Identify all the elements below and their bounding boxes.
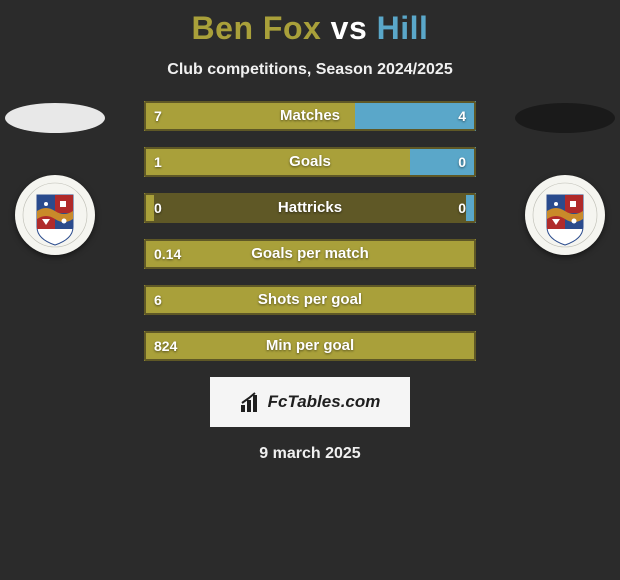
stat-bar-right-value: 0 [458, 147, 466, 177]
stat-bar-left-value: 0.14 [154, 239, 181, 269]
player1-ellipse [5, 103, 105, 133]
fctables-text: FcTables.com [268, 392, 381, 412]
stat-bar-right-value: 4 [458, 101, 466, 131]
crest-icon [525, 175, 605, 255]
stat-bar-label: Hattricks [144, 193, 476, 223]
fctables-badge: FcTables.com [210, 377, 410, 427]
title-vs: vs [331, 10, 368, 46]
stat-bars-container: Matches74Goals10Hattricks00Goals per mat… [144, 101, 476, 361]
stat-bar-row: Goals1 0 [144, 147, 476, 177]
stat-bar-label: Goals [144, 147, 476, 177]
player1-club-crest [15, 175, 95, 255]
title-player2: Hill [377, 10, 429, 46]
stat-bar-row: Hattricks0 0 [144, 193, 476, 223]
player2-ellipse [515, 103, 615, 133]
stat-bar-left-value: 1 [154, 147, 162, 177]
stat-bar-left-value: 0 [154, 193, 162, 223]
stat-bar-row: Min per goal824 [144, 331, 476, 361]
stat-bar-label: Goals per match [144, 239, 476, 269]
subtitle: Club competitions, Season 2024/2025 [0, 61, 620, 79]
stat-bar-label: Shots per goal [144, 285, 476, 315]
title-player1: Ben Fox [192, 10, 322, 46]
player2-club-crest [525, 175, 605, 255]
fctables-logo-icon [240, 391, 262, 413]
stat-bar-left-value: 7 [154, 101, 162, 131]
stat-bar-row: Goals per match0.14 [144, 239, 476, 269]
comparison-panel: Matches74Goals10Hattricks00Goals per mat… [0, 101, 620, 463]
date-text: 9 march 2025 [0, 445, 620, 463]
stat-bar-row: Matches7 4 [144, 101, 476, 131]
page-title: Ben Fox vs Hill [0, 0, 620, 47]
left-side-column [0, 101, 110, 255]
crest-icon [15, 175, 95, 255]
right-side-column [510, 101, 620, 255]
stat-bar-row: Shots per goal6 [144, 285, 476, 315]
stat-bar-left-value: 6 [154, 285, 162, 315]
stat-bar-left-value: 824 [154, 331, 177, 361]
stat-bar-label: Matches [144, 101, 476, 131]
stat-bar-right-value: 0 [458, 193, 466, 223]
stat-bar-label: Min per goal [144, 331, 476, 361]
